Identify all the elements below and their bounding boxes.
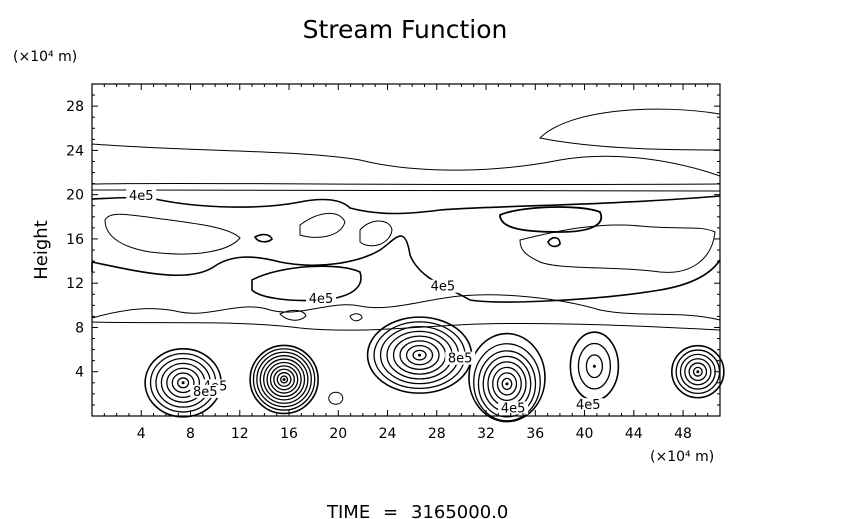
vortex-center [418,353,422,357]
x-tick-label: 48 [674,426,692,442]
vortex-contour [473,343,541,422]
vortex-contour [692,366,703,377]
vortex-center [181,381,185,385]
contour-label: 8e5 [448,352,473,367]
contour-label-bg [306,291,337,305]
vortex-contour [688,362,708,382]
x-tick-label: 44 [625,426,643,442]
x-tick-label: 36 [526,426,544,442]
vortex-contour [496,372,518,396]
contour-label-bg [427,279,458,293]
contour-label: 4e5 [576,398,601,413]
vortex-contour [263,358,306,401]
vortex-contour [405,344,434,366]
x-tick-label: 8 [186,426,195,442]
y-tick-label: 4 [75,365,84,381]
vortex-contour [269,365,299,394]
y-axis: 4 8 12 16 20 24 28 [66,94,720,406]
x-axis: 4 8 12 16 20 24 28 32 36 40 44 48 [103,84,709,442]
x-tick-label: 24 [379,426,397,442]
vortex-contour [273,368,295,391]
time-value: 3165000.0 [411,502,508,519]
small-contour [328,391,344,405]
vortex-contour [249,344,319,415]
vortex-contour [266,361,302,398]
time-label: TIME [326,502,370,519]
y-tick-label: 24 [66,143,84,159]
x-tick-label: 32 [477,426,495,442]
contour-label-bg [190,384,221,398]
y-tick-label: 8 [75,320,84,336]
vortex-contour [276,372,292,387]
y-tick-label: 20 [66,188,84,204]
vortex-contour [399,340,440,371]
vortex-contour [468,332,546,423]
contour-lines [91,108,725,423]
contour-label-bg [126,188,157,202]
x-tick-label: 16 [280,426,298,442]
vortex-contour [671,344,725,399]
vortex-contour [577,342,612,390]
y-tick-label: 16 [66,232,84,248]
y-tick-label: 12 [66,276,84,292]
vortex-contour [171,372,195,394]
plot-frame [91,83,721,417]
x-tick-label: 12 [231,426,249,442]
x-unit-label: (×10⁴ m) [650,449,714,465]
contour-label: 4e5 [309,292,334,307]
contour-label-bg [498,401,529,415]
vortex-contour [259,355,309,404]
y-tick-label: 28 [66,99,84,115]
vortex-contour [256,351,312,408]
vortex-contour [252,348,316,411]
chart-title: Stream Function [303,15,508,44]
vortex-center [696,370,700,374]
vortex-contour [280,375,289,384]
x-tick-label: 40 [576,426,594,442]
time-separator: = [383,502,398,519]
vortex-center [282,377,286,381]
contour-label: 4e5 [431,280,456,295]
contour-label-bg [445,351,476,365]
x-tick-label: 4 [137,426,146,442]
y-unit-label: (×10⁴ m) [13,49,77,65]
vortex-center [505,382,509,386]
y-axis-label: Height [31,220,52,280]
vortex-contour [492,366,522,402]
x-tick-label: 20 [329,426,347,442]
vortex-contour [585,354,604,379]
contour-label: 4e5 [129,189,154,204]
vortex-contour [166,367,201,399]
vortex-contour [412,349,427,361]
vortex-contour [477,350,537,418]
contour-label-bg [573,398,604,412]
contour-label: 8e5 [193,385,218,400]
contour-label: 4e5 [501,401,526,416]
vortex-center [592,364,596,368]
vortex-contour [684,358,712,386]
x-tick-label: 28 [428,426,446,442]
contour-labels: 4e54e54e54e58e58e54e54e5 [126,188,604,416]
vortex-contour [501,377,513,391]
vortex-contour [177,377,190,389]
